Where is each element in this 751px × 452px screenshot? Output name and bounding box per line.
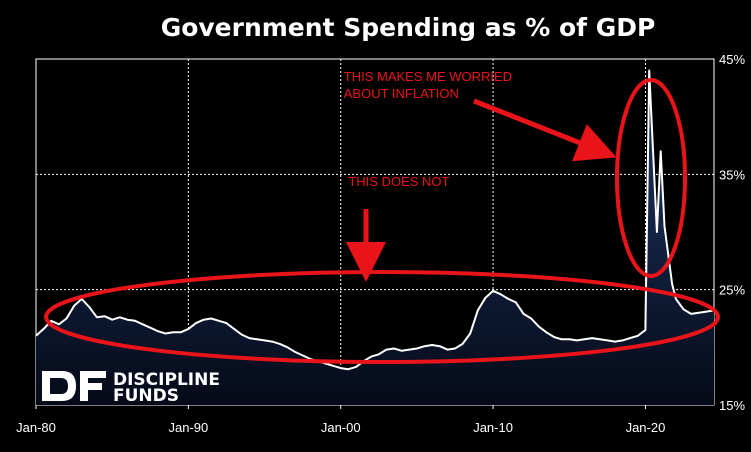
x-tick-label: Jan-80 <box>16 420 56 435</box>
logo-line2: FUNDS <box>113 386 179 406</box>
y-tick-label: 25% <box>719 283 745 298</box>
discipline-funds-logo: DISCIPLINE FUNDS <box>42 370 220 406</box>
x-tick-label: Jan-00 <box>321 420 361 435</box>
y-axis-ticks: 15% 25% 35% 45% <box>719 52 745 413</box>
chart-title: Government Spending as % of GDP <box>161 13 656 42</box>
series-line <box>35 69 715 371</box>
x-tick-label: Jan-90 <box>168 420 208 435</box>
y-tick-label: 45% <box>719 52 745 67</box>
x-tick-label: Jan-10 <box>473 420 513 435</box>
y-tick-label: 35% <box>719 167 745 182</box>
annotation-ellipse-spike <box>615 78 687 278</box>
annotation-text: ABOUT INFLATION <box>344 86 459 101</box>
x-axis-ticks: Jan-80 Jan-90 Jan-00 Jan-10 Jan-20 <box>16 405 665 435</box>
annotation-ellipse-history <box>44 270 720 364</box>
annotation-text: THIS DOES NOT <box>348 174 449 189</box>
annotation-arrow-spike <box>473 98 617 162</box>
x-tick-label: Jan-20 <box>626 420 666 435</box>
df-monogram-icon <box>42 371 106 401</box>
series-area-fill <box>36 70 714 405</box>
logo-line1: DISCIPLINE <box>113 370 220 390</box>
y-tick-label: 15% <box>719 398 745 413</box>
annotation-text: THIS MAKES ME WORRIED <box>344 69 512 84</box>
annotations: THIS MAKES ME WORRIED ABOUT INFLATION THIS… <box>344 69 512 189</box>
